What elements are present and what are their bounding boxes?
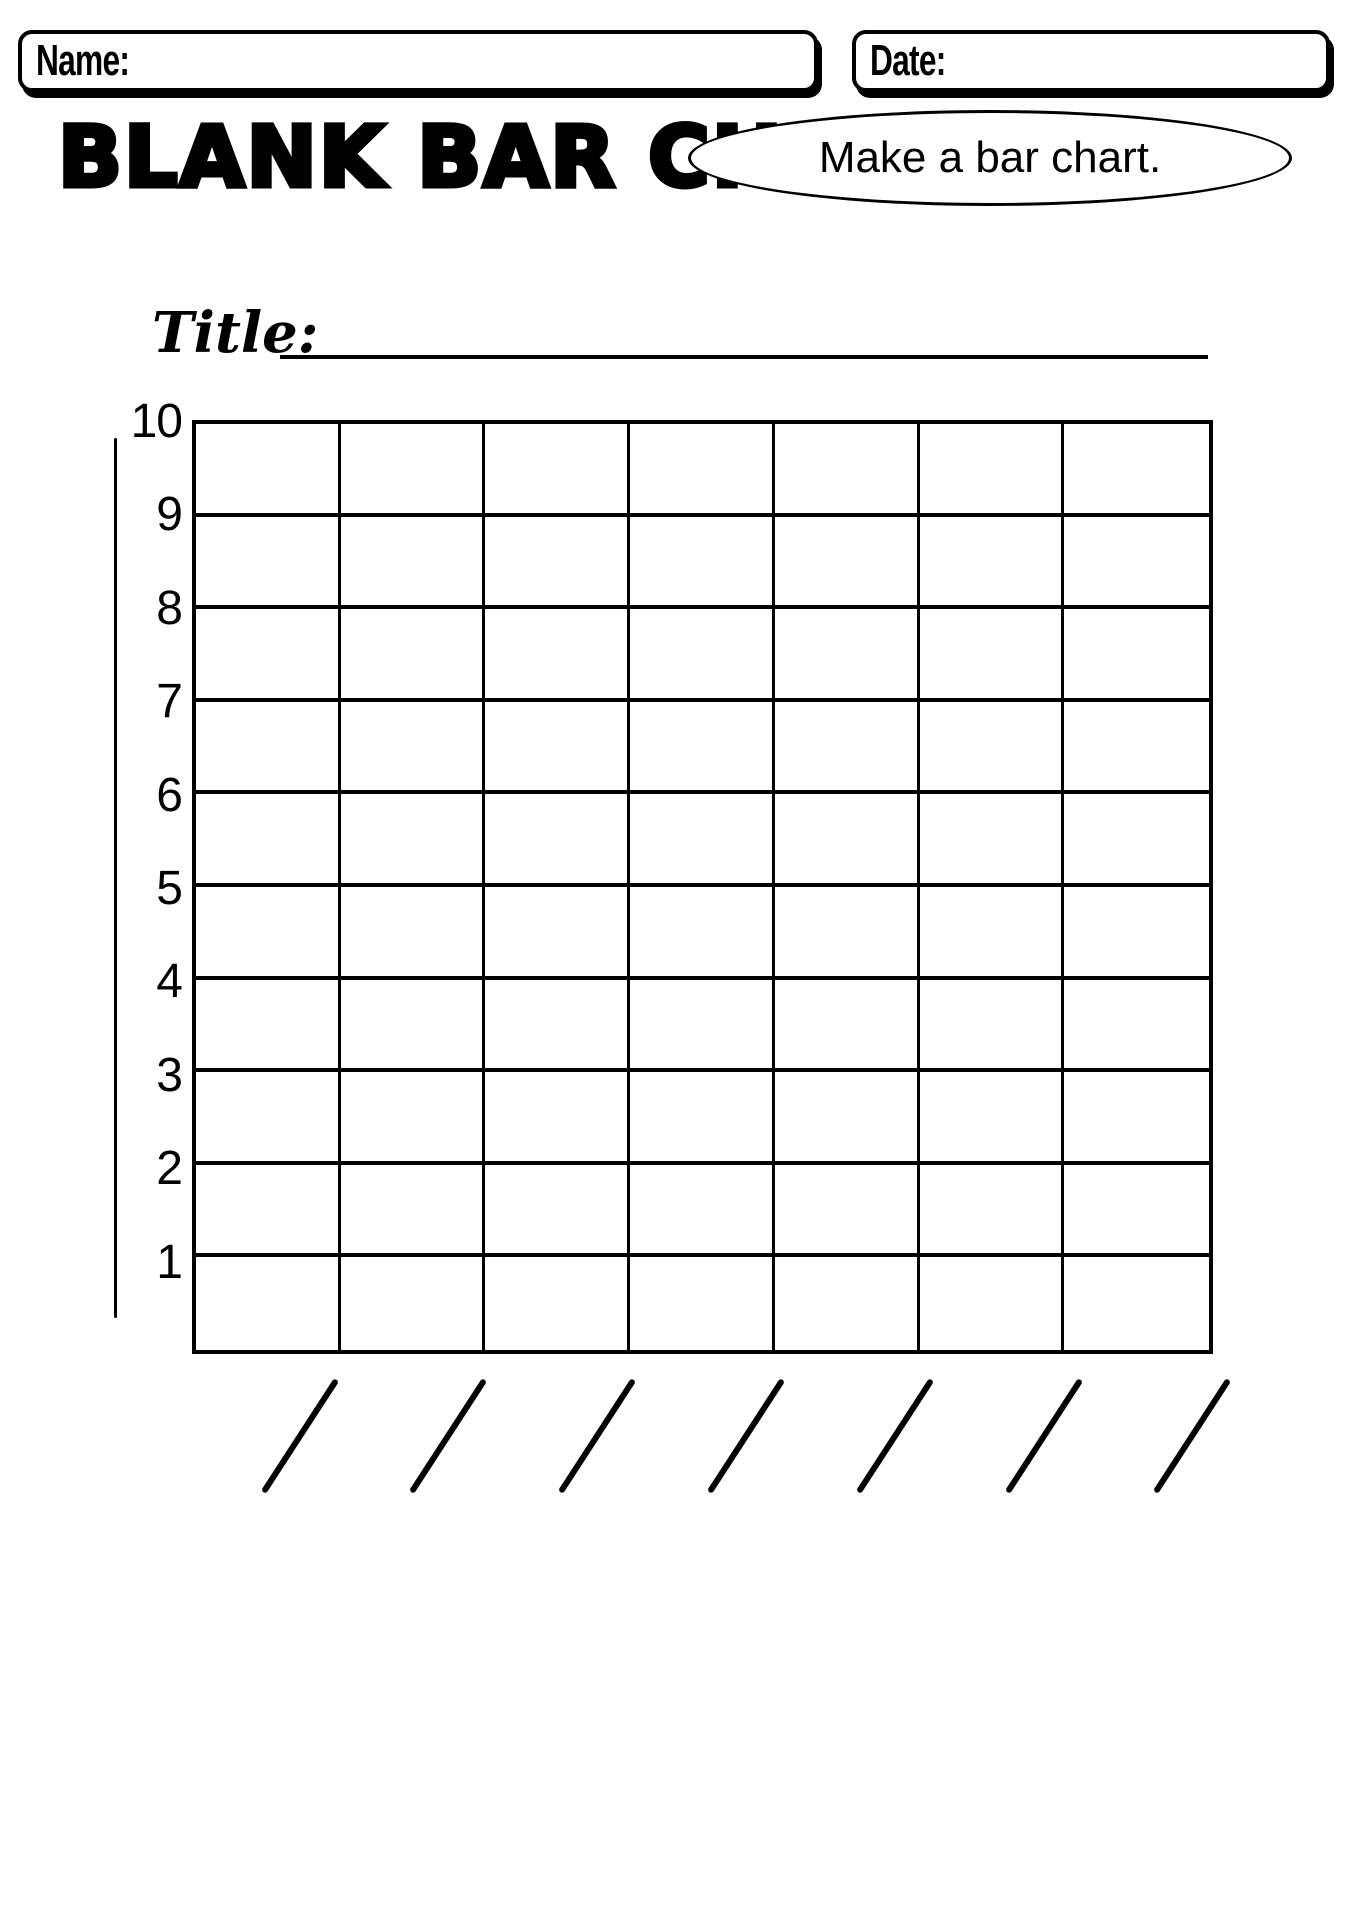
grid-cell[interactable] — [775, 1257, 920, 1350]
grid-cell[interactable] — [919, 701, 1065, 795]
y-axis-line — [114, 438, 117, 1318]
grid-cell[interactable] — [774, 979, 920, 1073]
instruction-oval: Make a bar chart. — [688, 110, 1292, 206]
y-axis-tick-label: 5 — [156, 862, 183, 915]
grid-cell[interactable] — [1064, 424, 1209, 517]
grid-cell[interactable] — [919, 1164, 1065, 1258]
grid-cell[interactable] — [1064, 887, 1209, 980]
grid-cell[interactable] — [1064, 980, 1209, 1073]
grid-cell[interactable] — [1064, 702, 1209, 795]
grid-cell[interactable] — [1064, 1072, 1209, 1165]
grid-cell[interactable] — [630, 516, 775, 610]
grid-cell[interactable] — [774, 516, 920, 610]
y-axis-tick-label: 2 — [156, 1142, 183, 1196]
grid-cell[interactable] — [1064, 794, 1209, 887]
grid-cell[interactable] — [919, 424, 1065, 517]
grid-cell[interactable] — [196, 1072, 341, 1165]
date-label: Date: — [870, 36, 946, 85]
grid-cell[interactable] — [340, 1164, 486, 1258]
grid-cell[interactable] — [919, 1072, 1065, 1165]
grid-cell[interactable] — [630, 701, 775, 795]
chart-grid[interactable] — [192, 420, 1213, 1354]
grid-cell[interactable] — [774, 701, 920, 795]
y-axis-tick-label: 10 — [130, 395, 183, 448]
category-label-slash[interactable] — [1004, 1378, 1083, 1494]
category-label-slash[interactable] — [409, 1378, 488, 1494]
grid-cell[interactable] — [630, 886, 775, 980]
name-label: Name: — [36, 36, 130, 85]
grid-cell[interactable] — [630, 1072, 775, 1165]
grid-cell[interactable] — [196, 424, 341, 517]
grid-cell[interactable] — [485, 886, 631, 980]
grid-cell[interactable] — [919, 516, 1065, 610]
grid-cell[interactable] — [919, 609, 1065, 702]
grid-cell[interactable] — [196, 516, 341, 610]
grid-cell[interactable] — [485, 424, 631, 517]
grid-cell[interactable] — [1064, 517, 1209, 610]
grid-cell[interactable] — [919, 979, 1065, 1073]
grid-cell[interactable] — [630, 979, 775, 1073]
grid-cell[interactable] — [919, 794, 1065, 887]
y-axis-tick-label: 3 — [156, 1048, 183, 1102]
grid-cell[interactable] — [341, 1257, 486, 1350]
grid-cell[interactable] — [340, 516, 486, 610]
grid-cell[interactable] — [630, 1164, 775, 1258]
name-field-box[interactable]: Name: — [18, 30, 818, 92]
grid-cell[interactable] — [485, 979, 631, 1073]
category-label-slash[interactable] — [706, 1378, 785, 1494]
grid-cell[interactable] — [485, 516, 631, 610]
grid-cell[interactable] — [919, 886, 1065, 980]
y-axis-tick-label: 9 — [156, 488, 183, 542]
date-field-box[interactable]: Date: — [852, 30, 1330, 92]
grid-cell[interactable] — [485, 794, 631, 887]
y-axis-tick-label: 1 — [156, 1235, 183, 1289]
grid-cell[interactable] — [196, 701, 341, 795]
grid-cell[interactable] — [196, 1164, 341, 1258]
y-axis-tick-label: 7 — [156, 675, 183, 729]
category-label-slash[interactable] — [558, 1378, 637, 1494]
grid-cell[interactable] — [340, 979, 486, 1073]
grid-cell[interactable] — [485, 701, 631, 795]
grid-cell[interactable] — [485, 1164, 631, 1258]
grid-cell[interactable] — [920, 1257, 1065, 1350]
grid-cell[interactable] — [485, 1257, 631, 1350]
grid-cell[interactable] — [340, 886, 486, 980]
grid-cell[interactable] — [774, 424, 920, 517]
grid-cell[interactable] — [630, 794, 775, 887]
grid-cell[interactable] — [485, 1072, 631, 1165]
grid-cell[interactable] — [630, 1257, 775, 1350]
grid-cell[interactable] — [774, 609, 920, 702]
grid-cell[interactable] — [196, 794, 341, 887]
instruction-text: Make a bar chart. — [818, 133, 1162, 182]
grid-cell[interactable] — [196, 979, 341, 1073]
grid-cell[interactable] — [630, 424, 775, 517]
grid-cell[interactable] — [196, 886, 341, 980]
grid-cell[interactable] — [340, 424, 486, 517]
chart-title-write-line[interactable] — [280, 355, 1208, 359]
y-axis-tick-label: 8 — [156, 581, 183, 635]
grid-cell[interactable] — [340, 794, 486, 887]
grid-cell[interactable] — [485, 609, 631, 702]
grid-cell[interactable] — [774, 1072, 920, 1165]
grid-cell[interactable] — [1064, 1165, 1209, 1258]
category-label-slash[interactable] — [1153, 1378, 1232, 1494]
category-label-slash[interactable] — [855, 1378, 934, 1494]
grid-cell[interactable] — [340, 609, 486, 702]
grid-cell[interactable] — [1064, 609, 1209, 702]
y-axis-tick-label: 4 — [156, 955, 183, 1009]
grid-cell[interactable] — [196, 609, 341, 702]
grid-cell[interactable] — [196, 1257, 341, 1350]
grid-cell[interactable] — [340, 701, 486, 795]
grid-cell[interactable] — [340, 1072, 486, 1165]
grid-cell[interactable] — [774, 1164, 920, 1258]
y-axis-tick-label: 6 — [156, 768, 183, 822]
grid-cell[interactable] — [1064, 1257, 1209, 1350]
grid-cell[interactable] — [774, 794, 920, 887]
category-label-slash[interactable] — [260, 1378, 339, 1494]
grid-cell[interactable] — [630, 609, 775, 702]
grid-cell[interactable] — [774, 886, 920, 980]
